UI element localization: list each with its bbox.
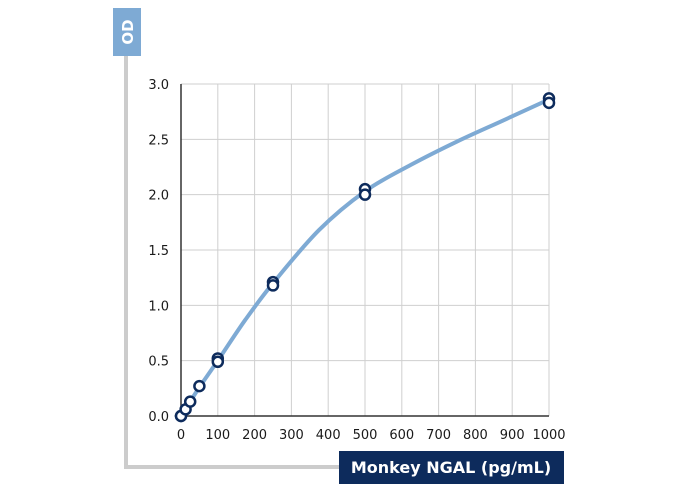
y-tick-label: 3.0 (148, 78, 169, 93)
x-tick-label: 400 (316, 428, 341, 443)
y-tick-label: 2.5 (148, 133, 169, 148)
y-tick-label: 2.0 (148, 189, 169, 204)
data-point-4 (193, 379, 206, 393)
y-tick-label: 1.5 (148, 244, 169, 259)
x-axis-label-box (339, 451, 564, 484)
y-axis-label: OD (119, 19, 137, 44)
x-tick-labels: 0 100 200 300 400 500 600 700 800 900 1000 (177, 428, 566, 443)
x-tick-label: 1000 (532, 428, 565, 443)
x-tick-label: 200 (242, 428, 267, 443)
data-point-8 (266, 279, 280, 292)
x-tick-label: 600 (389, 428, 414, 443)
x-tick-label: 500 (353, 428, 378, 443)
data-point-12 (542, 96, 556, 110)
outer-frame (124, 8, 350, 469)
x-tick-label: 700 (426, 428, 451, 443)
data-point-6 (211, 355, 225, 369)
x-tick-label: 300 (279, 428, 304, 443)
data-points (174, 92, 556, 423)
x-tick-label: 800 (463, 428, 488, 443)
y-tick-label: 1.0 (148, 299, 169, 314)
data-point-10 (358, 188, 372, 201)
x-tick-label: 0 (177, 428, 185, 443)
y-tick-label: 0.5 (148, 355, 169, 370)
grid (181, 83, 550, 416)
x-axis-label: Monkey NGAL (pg/mL) (351, 458, 551, 477)
data-point-3 (183, 395, 197, 408)
y-tick-label: 0.0 (148, 410, 169, 425)
y-tick-labels: 0.0 0.5 1.0 1.5 2.0 2.5 3.0 (148, 78, 169, 425)
x-tick-label: 900 (500, 428, 525, 443)
y-axis-label-box (113, 8, 141, 56)
axes (180, 84, 549, 417)
x-tick-label: 100 (205, 428, 230, 443)
